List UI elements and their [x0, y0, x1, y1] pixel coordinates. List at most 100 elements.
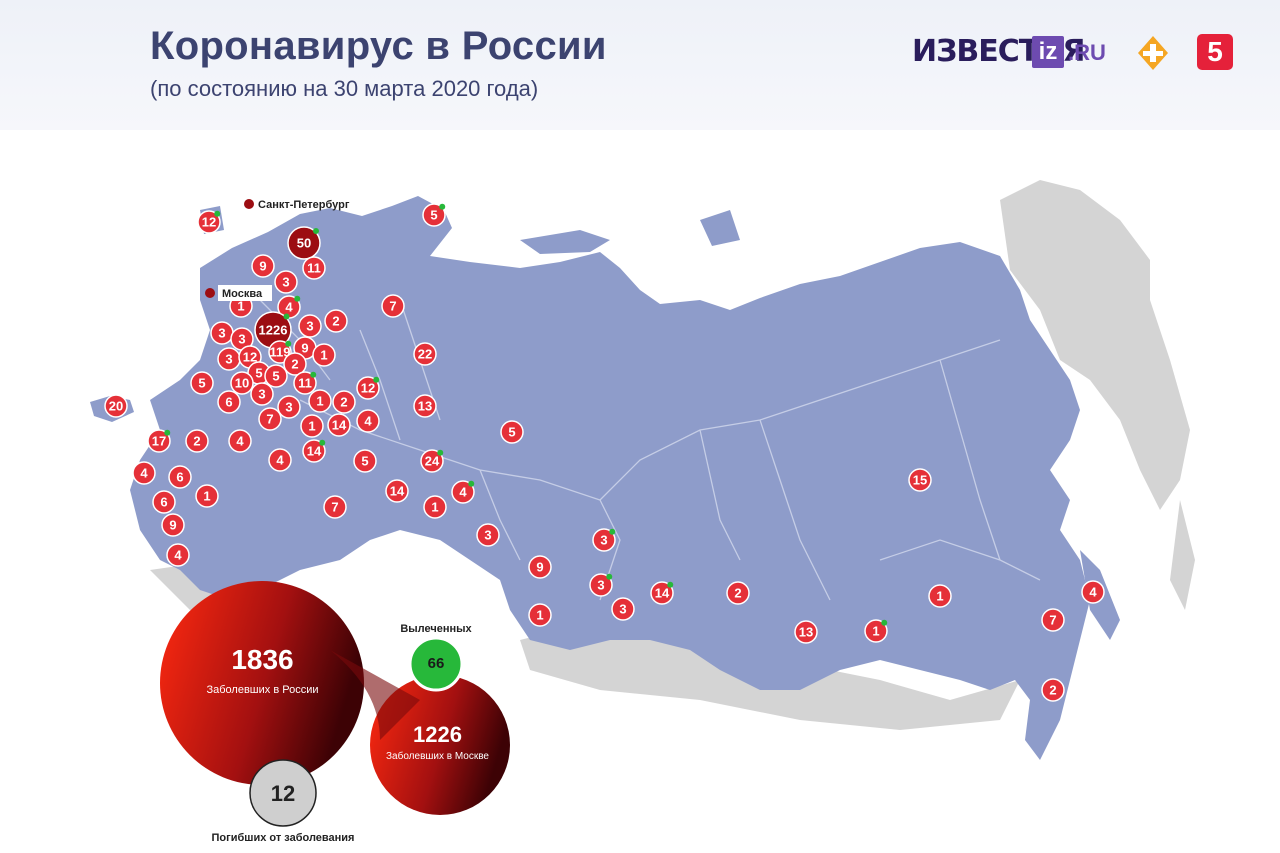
moscow-label-bg — [218, 285, 272, 301]
region-marker: 5 — [422, 203, 446, 227]
region-marker-circle — [161, 513, 185, 537]
region-marker-value: 3 — [600, 533, 607, 548]
region-marker-circle — [476, 523, 500, 547]
region-marker-value: 12 — [361, 381, 375, 396]
region-marker: 2 — [726, 581, 750, 605]
region-marker: 9 — [528, 555, 552, 579]
region-marker-value: 3 — [238, 332, 245, 347]
region-marker-circle — [185, 429, 209, 453]
region-marker-value: 9 — [301, 341, 308, 356]
region-marker: 9 — [161, 513, 185, 537]
region-marker: 3 — [592, 528, 616, 552]
region-marker-circle — [308, 389, 332, 413]
region-marker-circle — [592, 528, 616, 552]
region-marker-circle — [197, 210, 221, 234]
region-marker-value: 14 — [390, 484, 405, 499]
region-marker-value: 1 — [316, 394, 323, 409]
region-marker: 2 — [324, 309, 348, 333]
region-marker: 3 — [277, 395, 301, 419]
region-marker-circle — [381, 294, 405, 318]
region-marker-circle — [385, 479, 409, 503]
region-marker-circle — [928, 584, 952, 608]
region-marker-circle — [1081, 580, 1105, 604]
region-marker-circle — [298, 314, 322, 338]
moscow-label: Москва — [222, 288, 263, 300]
region-marker-value: 5 — [255, 366, 262, 381]
region-marker: 12 — [197, 210, 221, 234]
recovered-dot — [319, 439, 326, 446]
region-marker: 2 — [1041, 678, 1065, 702]
region-marker-circle — [864, 619, 888, 643]
region-marker-value: 6 — [176, 470, 183, 485]
region-marker: 4 — [356, 409, 380, 433]
region-marker: 20 — [104, 394, 128, 418]
region-marker-circle — [258, 407, 282, 431]
region-marker: 1 — [312, 343, 336, 367]
region-marker-circle — [451, 480, 475, 504]
region-marker-value: 7 — [266, 412, 273, 427]
recovered-dot — [214, 210, 221, 217]
region-marker-value: 6 — [160, 495, 167, 510]
channel-5-logo: 5 — [1197, 34, 1233, 70]
region-marker: 1 — [928, 584, 952, 608]
iz-logo: iz — [1032, 36, 1064, 68]
region-marker-circle — [302, 439, 326, 463]
region-marker-value: 12 — [202, 215, 216, 230]
recovered-dot — [667, 581, 674, 588]
region-marker-circle — [228, 429, 252, 453]
recovered-dot — [609, 528, 616, 535]
region-marker-circle — [726, 581, 750, 605]
region-marker-circle — [422, 203, 446, 227]
region-marker: 9 — [251, 254, 275, 278]
region-marker-value: 3 — [218, 326, 225, 341]
page-subtitle: (по состоянию на 30 марта 2020 года) — [150, 76, 539, 101]
region-marker-circle — [908, 468, 932, 492]
region-marker: 2 — [332, 390, 356, 414]
region-marker-value: 6 — [225, 395, 232, 410]
region-marker-circle — [528, 555, 552, 579]
region-marker: 4 — [1081, 580, 1105, 604]
region-marker-circle — [324, 309, 348, 333]
header-band — [0, 0, 1280, 130]
region-marker: 3 — [476, 523, 500, 547]
region-marker-value: 2 — [332, 314, 339, 329]
region-marker: 22 — [413, 342, 437, 366]
region-marker: 5 — [353, 449, 377, 473]
region-marker-value: 9 — [259, 259, 266, 274]
region-marker: 11 — [293, 371, 317, 395]
region-marker: 14 — [302, 439, 326, 463]
region-marker: 3 — [611, 597, 635, 621]
page-title: Коронавирус в России — [150, 24, 607, 68]
region-marker: 12 — [356, 376, 380, 400]
region-marker-circle — [152, 490, 176, 514]
region-marker: 3 — [589, 573, 613, 597]
region-marker-value: 2 — [291, 357, 298, 372]
region-marker: 6 — [152, 490, 176, 514]
region-marker-circle — [327, 413, 351, 437]
region-marker-value: 3 — [282, 275, 289, 290]
region-marker-value: 13 — [418, 399, 432, 414]
stats-cluster — [160, 581, 510, 827]
region-marker: 4 — [228, 429, 252, 453]
region-marker: 5 — [264, 364, 288, 388]
region-marker: 3 — [274, 270, 298, 294]
region-marker: 6 — [168, 465, 192, 489]
region-marker-circle — [277, 395, 301, 419]
region-marker-value: 4 — [1089, 585, 1097, 600]
region-marker-value: 1226 — [259, 323, 288, 338]
region-marker-value: 9 — [536, 560, 543, 575]
spb-legend-dot — [244, 199, 254, 209]
region-marker-circle — [589, 573, 613, 597]
region-marker-value: 1 — [431, 500, 438, 515]
region-marker-circle — [302, 256, 326, 280]
region-marker: 11 — [302, 256, 326, 280]
region-marker-value: 4 — [236, 434, 244, 449]
region-marker: 12 — [238, 345, 262, 369]
deaths-label: Погибших от заболевания — [211, 832, 355, 844]
region-marker-value: 50 — [297, 236, 311, 251]
region-marker-circle — [190, 371, 214, 395]
region-marker-value: 1 — [936, 589, 943, 604]
region-marker-circle — [332, 390, 356, 414]
region-marker: 4 — [451, 480, 475, 504]
